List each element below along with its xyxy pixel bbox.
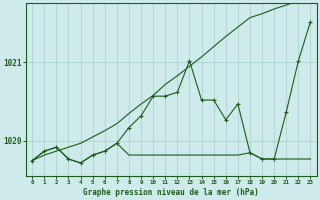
X-axis label: Graphe pression niveau de la mer (hPa): Graphe pression niveau de la mer (hPa)	[84, 188, 259, 197]
